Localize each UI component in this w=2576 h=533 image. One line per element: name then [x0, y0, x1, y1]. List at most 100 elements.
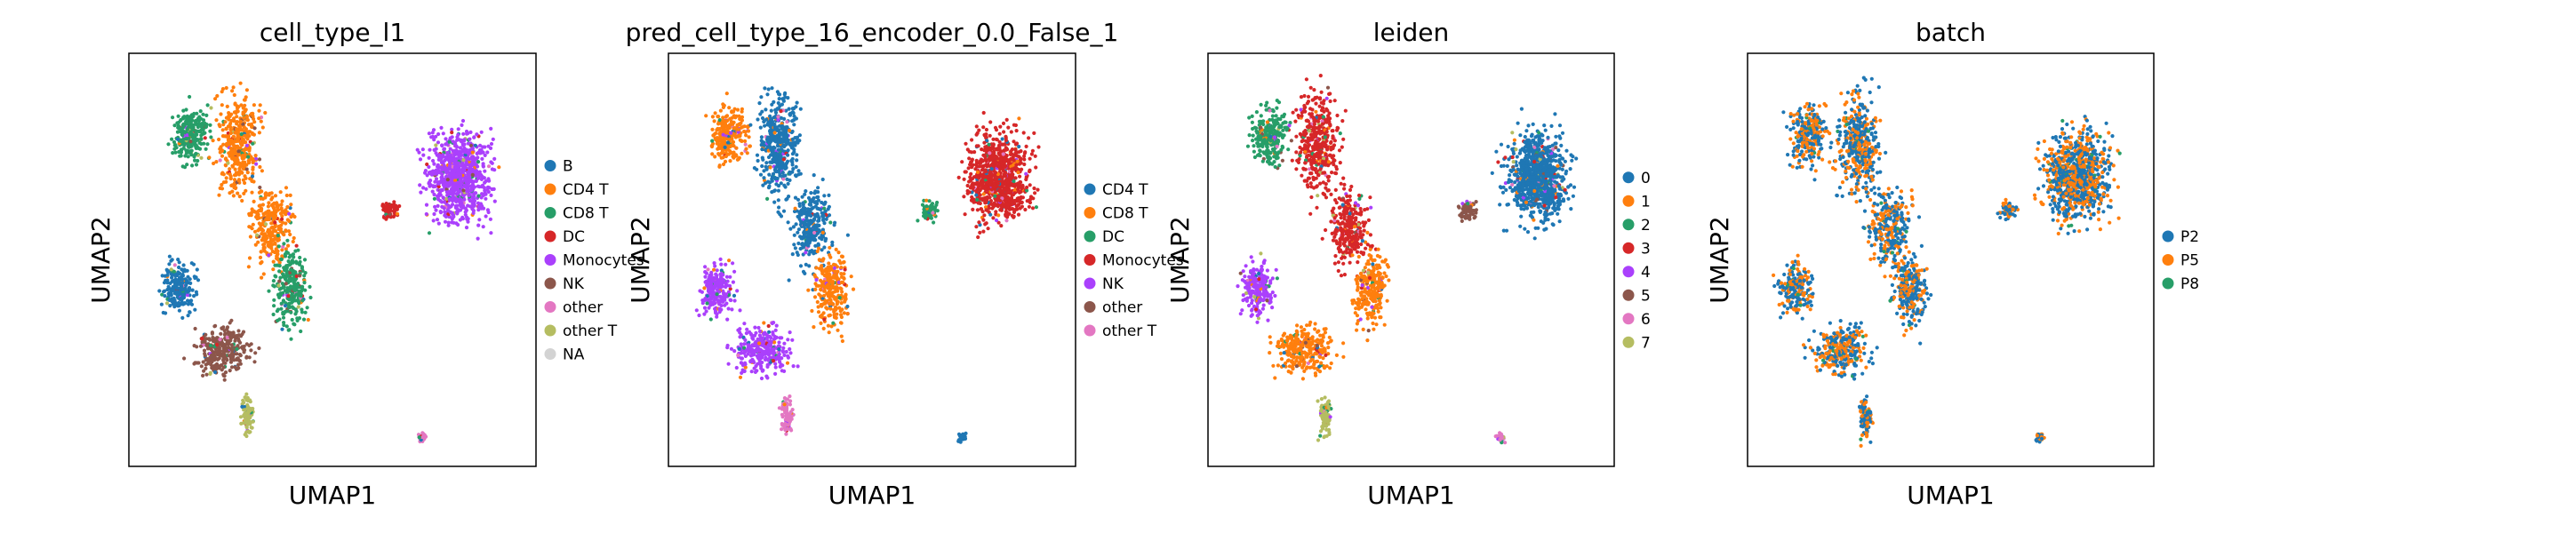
scatter-point: [769, 340, 773, 345]
scatter-point: [228, 124, 233, 130]
scatter-point: [249, 112, 254, 116]
scatter-point: [748, 360, 753, 364]
scatter-point: [169, 267, 173, 272]
scatter-point: [270, 233, 276, 238]
scatter-point: [767, 330, 772, 334]
scatter-point: [802, 224, 806, 228]
scatter-point: [764, 117, 769, 122]
scatter-point: [820, 237, 824, 242]
scatter-point: [180, 267, 184, 272]
scatter-point: [780, 171, 785, 175]
scatter-point: [1012, 123, 1016, 127]
scatter-point: [466, 217, 470, 221]
scatter-point: [834, 247, 838, 251]
scatter-point: [804, 241, 809, 245]
scatter-point: [809, 191, 813, 195]
scatter-point: [183, 286, 188, 290]
scatter-point: [432, 162, 436, 166]
scatter-point: [212, 324, 217, 329]
scatter-point: [776, 147, 781, 152]
scatter-point: [956, 175, 961, 179]
scatter-point: [288, 232, 292, 237]
scatter-point: [477, 218, 482, 222]
scatter-point: [238, 146, 243, 150]
scatter-point: [778, 152, 783, 156]
scatter-point: [236, 153, 241, 157]
legend-label: CD4 T: [563, 181, 609, 199]
legend-marker: [544, 230, 556, 243]
scatter-point: [492, 187, 496, 191]
scatter-point: [839, 266, 844, 270]
scatter-point: [719, 262, 724, 266]
scatter-point: [713, 284, 717, 289]
scatter-point: [440, 171, 444, 176]
scatter-point: [737, 114, 741, 118]
scatter-point: [243, 418, 247, 422]
scatter-point: [284, 324, 289, 329]
scatter-point: [785, 406, 789, 410]
scatter-point: [162, 290, 166, 294]
scatter-point: [223, 361, 228, 365]
scatter-point: [173, 300, 178, 305]
scatter-point: [252, 132, 256, 137]
scatter-point: [474, 169, 479, 173]
scatter-point: [694, 308, 699, 313]
scatter-point: [763, 350, 767, 354]
scatter-point: [461, 203, 466, 209]
scatter-point: [766, 121, 771, 126]
scatter-point: [828, 306, 833, 311]
scatter-point: [392, 200, 396, 204]
scatter-point: [463, 185, 468, 189]
scatter-point: [820, 264, 824, 268]
scatter-point: [832, 273, 836, 277]
scatter-point: [220, 87, 225, 91]
scatter-point: [466, 151, 470, 155]
scatter-point: [716, 152, 721, 156]
scatter-point: [300, 298, 305, 303]
scatter-point: [172, 123, 177, 128]
scatter-point: [283, 252, 287, 257]
scatter-point: [722, 141, 726, 146]
scatter-point: [180, 300, 184, 305]
scatter-point: [824, 217, 828, 221]
scatter-point: [418, 157, 423, 162]
scatter-point: [776, 100, 780, 106]
scatter-point: [718, 144, 723, 148]
scatter-point: [168, 304, 172, 308]
scatter-point: [816, 198, 821, 203]
legend-marker: [544, 277, 556, 290]
scatter-point: [420, 147, 425, 152]
scatter-point: [724, 91, 729, 96]
scatter-point: [1000, 137, 1004, 141]
scatter-point: [221, 365, 226, 370]
scatter-point: [190, 163, 195, 168]
scatter-point: [988, 133, 992, 138]
scatter-point: [703, 297, 708, 301]
scatter-point: [725, 317, 730, 322]
scatter-point: [428, 184, 432, 188]
scatter-point: [725, 279, 730, 283]
scatter-point: [469, 188, 474, 193]
scatter-point: [386, 210, 390, 214]
scatter-point: [434, 177, 439, 181]
scatter-point: [180, 274, 185, 278]
scatter-point: [718, 135, 723, 139]
scatter-point: [218, 353, 222, 357]
scatter-point: [819, 321, 823, 325]
scatter-point: [221, 142, 226, 147]
scatter-point: [298, 274, 302, 278]
scatter-point: [816, 243, 821, 247]
scatter-point: [188, 132, 193, 137]
scatter-point: [188, 139, 193, 144]
scatter-point: [448, 210, 452, 214]
scatter-point: [765, 364, 770, 369]
scatter-point: [180, 139, 185, 143]
scatter-point: [239, 131, 244, 137]
scatter-point: [489, 193, 493, 197]
scatter-point: [436, 155, 442, 160]
scatter-point: [742, 322, 747, 326]
scatter-point: [291, 212, 295, 217]
scatter-point: [820, 200, 824, 205]
scatter-point: [976, 235, 980, 240]
scatter-point: [277, 264, 282, 268]
